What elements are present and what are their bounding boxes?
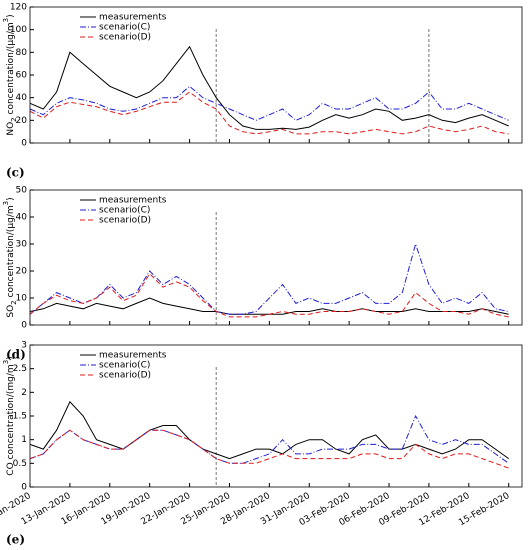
y-tick-label: 60 <box>16 71 28 81</box>
axes-frame <box>29 189 523 326</box>
y-axis-label: SO2 concentration/(μg/m3) <box>2 197 18 317</box>
y-tick-label: 20 <box>16 116 28 126</box>
y-tick-label: 50 <box>16 186 28 196</box>
y-axis-label-part: NO <box>6 122 16 136</box>
y-axis-label-part: μg/m <box>6 205 16 228</box>
y-axis-label-part: ) <box>6 14 16 18</box>
y-axis-label-part: ) <box>6 356 16 360</box>
y-axis-label-part: ) <box>6 197 16 201</box>
y-axis-label-part: 2 <box>10 300 18 304</box>
y-tick-label: 120 <box>10 3 27 13</box>
series-line <box>29 91 509 135</box>
legend-label: scenario(C) <box>99 361 150 371</box>
legend-label: measurements <box>99 351 167 361</box>
plot: 01020304050measurementsscenario(C)scenar… <box>2 186 523 362</box>
y-tick-label: 0 <box>21 483 27 493</box>
legend-label: scenario(C) <box>99 23 150 33</box>
y-axis-label-part: SO <box>6 305 16 318</box>
panel-label: (e) <box>6 533 25 547</box>
legend-label: scenario(D) <box>99 33 151 43</box>
series-line <box>29 45 509 130</box>
y-tick-label: 20 <box>16 267 28 277</box>
plot: 0 20 40 60 80 100 120 measurementsscenario(C)sc… <box>2 3 523 180</box>
legend-label: measurements <box>99 13 167 23</box>
series-line <box>29 272 509 318</box>
y-axis-label-part: 3 <box>2 360 10 364</box>
y-tick-label: 0 <box>21 139 27 149</box>
y-tick-label: 3 <box>21 341 27 351</box>
y-tick-label: 0 <box>21 321 27 331</box>
y-tick-label: 0.5 <box>13 459 27 469</box>
legend-label: scenario(C) <box>99 206 150 216</box>
y-axis-label: NO2 concentration/(μg/m3) <box>2 14 18 135</box>
y-tick-label: 30 <box>16 240 28 250</box>
series-line <box>29 242 509 315</box>
y-tick-label: 80 <box>16 48 28 58</box>
y-axis-label-part: 3 <box>2 201 10 205</box>
y-tick-label: 40 <box>16 213 28 223</box>
legend-label: scenario(D) <box>99 371 151 381</box>
y-tick-label: 100 <box>10 25 27 35</box>
legend-label: measurements <box>99 196 167 206</box>
y-tick-label: 2.5 <box>13 364 27 374</box>
panel-label: (d) <box>6 348 26 362</box>
y-tick-label: 2 <box>21 388 27 398</box>
y-axis-label: CO concentration/(mg/m3) <box>2 356 16 475</box>
plot: 00.511.522.5310-Jan-202013-Jan-202016-Ja… <box>0 341 523 547</box>
y-axis-label-part: 3 <box>2 18 10 22</box>
series-line <box>29 400 509 460</box>
series-line <box>29 429 509 469</box>
series-line <box>29 85 509 121</box>
legend-label: scenario(D) <box>99 216 151 226</box>
axes-frame <box>29 344 523 488</box>
y-tick-label: 1 <box>21 435 27 445</box>
y-axis-label-part: 2 <box>10 117 18 121</box>
axes-frame <box>29 6 523 144</box>
series-line <box>29 297 509 315</box>
y-tick-label: 1.5 <box>13 412 27 422</box>
y-tick-label: 40 <box>16 93 28 103</box>
y-axis-label-part: CO concentration/(mg/m <box>6 364 16 475</box>
panel-label: (c) <box>6 166 25 180</box>
y-axis-label-part: concentration/( <box>6 46 16 118</box>
y-tick-label: 10 <box>16 294 28 304</box>
y-axis-label-part: μg/m <box>6 22 16 45</box>
y-axis-label-part: concentration/( <box>6 229 16 301</box>
